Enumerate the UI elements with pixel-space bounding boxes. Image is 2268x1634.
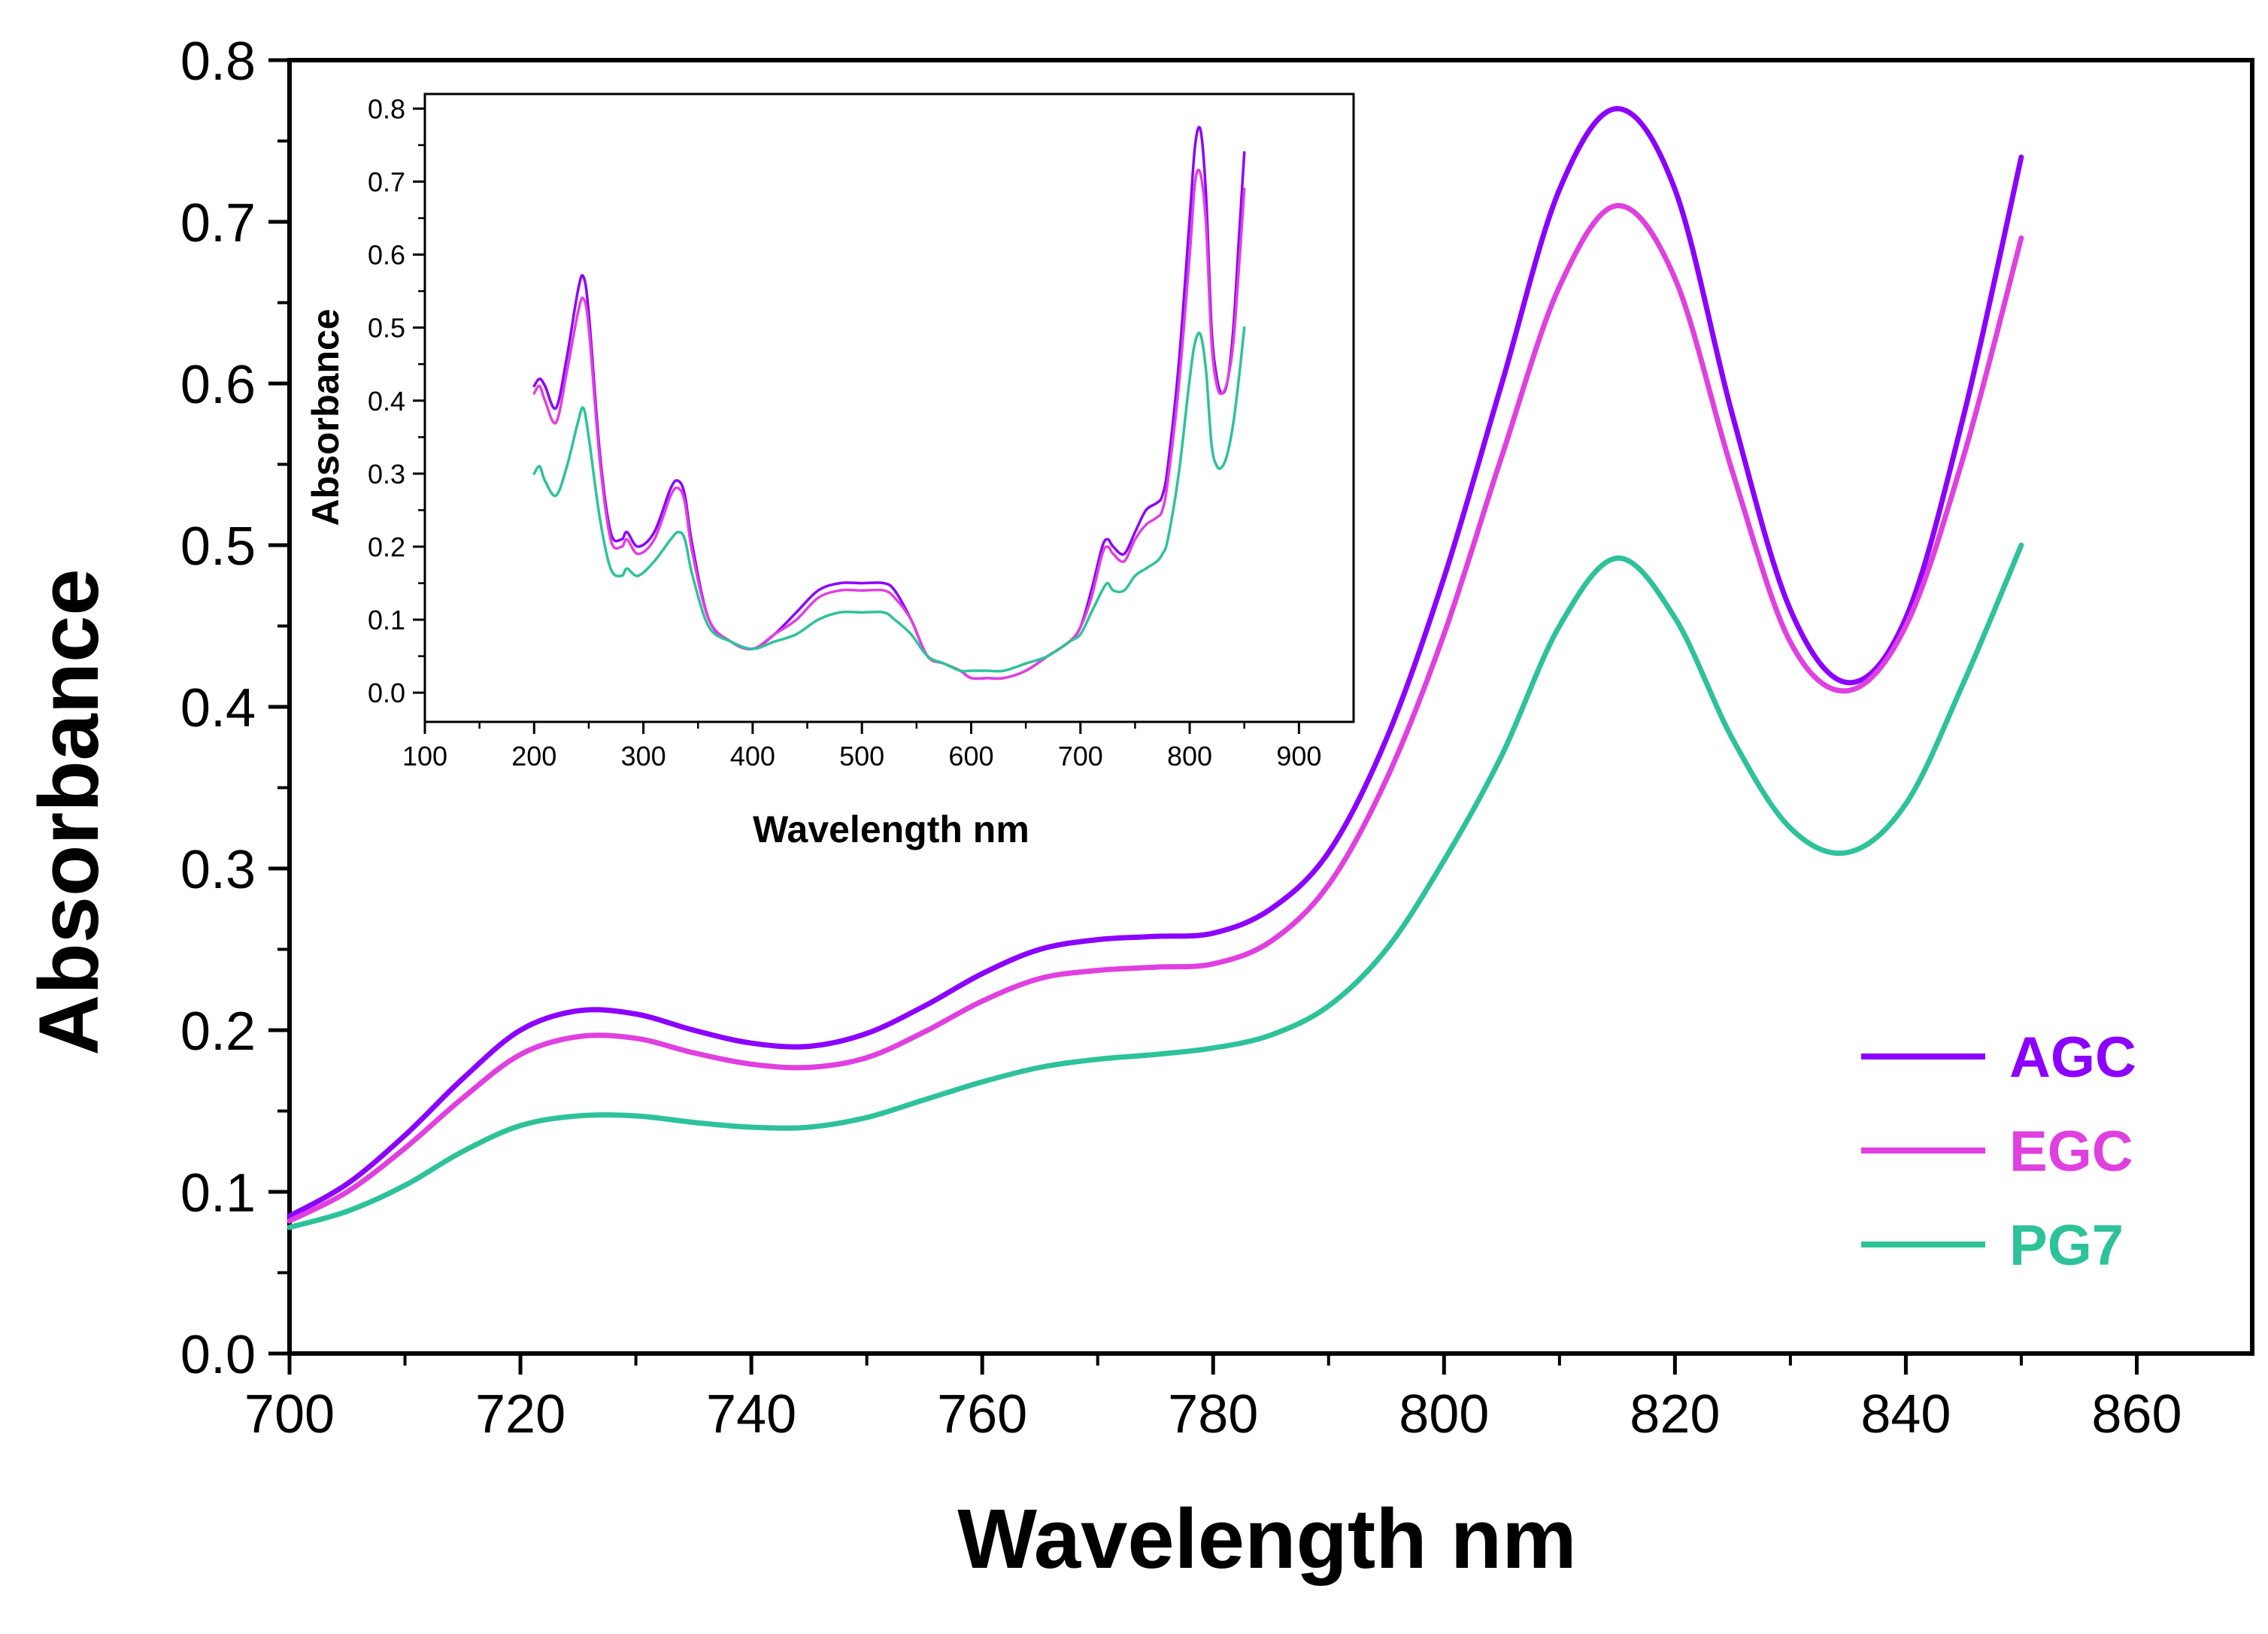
inset-y-tick-label: 0.1 xyxy=(368,605,405,635)
inset-x-tick-label: 500 xyxy=(839,741,884,772)
main-y-tick-label: 0.7 xyxy=(180,193,256,253)
main-y-tick-label: 0.4 xyxy=(180,678,256,738)
main-y-tick-label: 0.1 xyxy=(180,1163,256,1223)
inset-series-line-pg7 xyxy=(532,326,1246,673)
inset-x-tick-label: 900 xyxy=(1276,741,1321,772)
inset-x-tick-label: 700 xyxy=(1058,741,1103,772)
legend-label-pg7: PG7 xyxy=(2009,1214,2124,1278)
inset-x-tick-label: 200 xyxy=(511,741,556,772)
inset-y-tick-label: 0.3 xyxy=(368,459,405,490)
inset-y-tick-label: 0.5 xyxy=(368,313,405,344)
inset-y-tick-label: 0.4 xyxy=(368,386,405,417)
series-line-egc xyxy=(287,203,2024,1224)
inset-y-axis-title: Absorbance xyxy=(305,309,347,526)
legend-label-agc: AGC xyxy=(2009,1026,2136,1090)
main-x-tick-label: 820 xyxy=(1630,1384,1720,1445)
series-line-pg7 xyxy=(287,542,2024,1230)
legend: AGC EGC PG7 xyxy=(1861,1026,2136,1278)
inset-y-tick-label: 0.7 xyxy=(368,167,405,198)
inset-axis-ticks: 100 200 300 400 500 600 700 800 900 0.0 0.1 0.2 0.3 0… xyxy=(368,93,1321,772)
series-line-agc xyxy=(287,106,2024,1219)
inset-y-tick-label: 0.6 xyxy=(368,240,405,271)
main-x-tick-label: 860 xyxy=(2091,1384,2182,1445)
inset-y-tick-label: 0.8 xyxy=(368,93,405,124)
inset-x-tick-label: 300 xyxy=(621,741,666,772)
main-series-lines xyxy=(287,106,2024,1230)
legend-label-egc: EGC xyxy=(2009,1120,2133,1184)
main-x-tick-label: 720 xyxy=(475,1384,565,1445)
inset-y-tick-label: 0.0 xyxy=(368,678,405,708)
main-y-tick-label: 0.5 xyxy=(180,517,256,577)
inset-series-lines xyxy=(532,126,1246,681)
main-x-tick-label: 740 xyxy=(706,1384,796,1445)
main-axis-ticks: 700 720 740 760 780 800 820 840 860 0.0 0.1 0.2 0.3 0… xyxy=(180,32,2182,1445)
inset-x-tick-label: 400 xyxy=(730,741,775,772)
inset-x-tick-label: 800 xyxy=(1167,741,1212,772)
main-y-tick-label: 0.8 xyxy=(180,32,256,92)
main-x-tick-label: 800 xyxy=(1399,1384,1489,1445)
main-y-tick-label: 0.2 xyxy=(180,1002,256,1062)
inset-x-axis-title: Wavelength nm xyxy=(753,808,1029,850)
inset-x-tick-label: 100 xyxy=(402,741,447,772)
main-x-tick-label: 700 xyxy=(244,1384,335,1445)
main-x-tick-label: 840 xyxy=(1860,1384,1951,1445)
main-y-tick-label: 0.6 xyxy=(180,355,256,415)
main-x-axis-title: Wavelength nm xyxy=(957,1492,1576,1586)
main-y-axis-title: Absorbance xyxy=(22,568,116,1055)
inset-y-tick-label: 0.2 xyxy=(368,532,405,562)
main-x-tick-label: 780 xyxy=(1168,1384,1258,1445)
inset-x-tick-label: 600 xyxy=(948,741,993,772)
inset-plot-frame xyxy=(423,92,1355,723)
main-x-tick-label: 760 xyxy=(937,1384,1027,1445)
main-y-tick-label: 0.3 xyxy=(180,840,256,900)
main-y-tick-label: 0.0 xyxy=(180,1325,256,1385)
